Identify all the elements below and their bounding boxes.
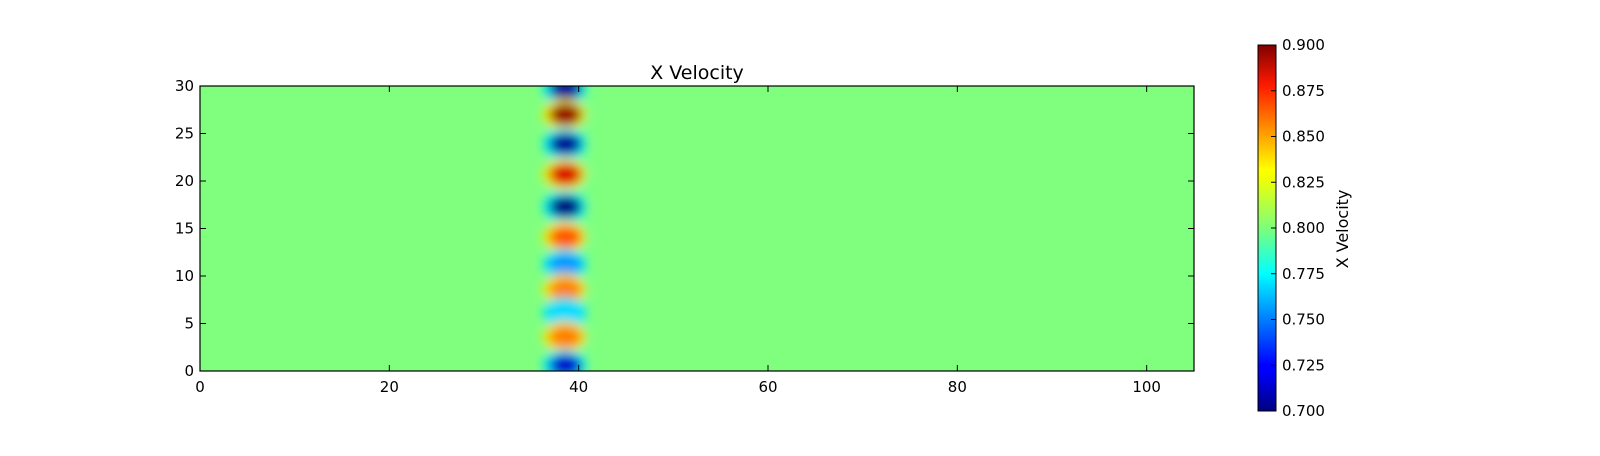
heatmap-cell bbox=[549, 103, 582, 126]
heatmap-cell bbox=[549, 163, 582, 186]
heatmap-cell bbox=[549, 86, 582, 100]
y-tick-label: 15 bbox=[175, 220, 194, 238]
heatmap-background bbox=[200, 86, 1194, 371]
heatmap-cell bbox=[549, 226, 582, 249]
y-tick-label: 5 bbox=[184, 315, 194, 333]
colorbar-label: X Velocity bbox=[1333, 190, 1352, 269]
colorbar-tick-label: 0.850 bbox=[1282, 128, 1325, 146]
heatmap-cell bbox=[549, 132, 582, 155]
heatmap-cell bbox=[549, 253, 582, 276]
plot-area: 0 20 40 60 80 100 0 5 10 15 20 25 30 bbox=[175, 77, 1195, 396]
y-tick-label: 20 bbox=[175, 172, 194, 190]
colorbar-tick-label: 0.875 bbox=[1282, 82, 1325, 100]
colorbar-tick-label: 0.750 bbox=[1282, 311, 1325, 329]
colorbar: 0.700 0.725 0.750 0.775 0.800 0.825 0.850 0.875… bbox=[1257, 36, 1352, 420]
x-tick-label: 20 bbox=[380, 378, 399, 396]
y-tick-label: 30 bbox=[175, 77, 194, 95]
y-tick-label: 25 bbox=[175, 125, 194, 143]
colorbar-tick-label: 0.775 bbox=[1282, 265, 1325, 283]
colorbar-tick-label: 0.725 bbox=[1282, 356, 1325, 374]
y-tick-label: 0 bbox=[184, 362, 194, 380]
x-tick-label: 0 bbox=[195, 378, 205, 396]
colorbar-tick-label: 0.825 bbox=[1282, 173, 1325, 191]
heatmap-cell bbox=[549, 325, 582, 348]
x-tick-label: 60 bbox=[758, 378, 777, 396]
heatmap-cell bbox=[549, 195, 582, 218]
x-tick-label: 40 bbox=[569, 378, 588, 396]
x-tick-label: 100 bbox=[1132, 378, 1161, 396]
heatmap-cell bbox=[549, 302, 582, 325]
colorbar-tick-label: 0.700 bbox=[1282, 402, 1325, 420]
heatmap-cell bbox=[549, 278, 582, 301]
colorbar-tick-label: 0.800 bbox=[1282, 219, 1325, 237]
x-tick-label: 80 bbox=[948, 378, 967, 396]
heatmap-cell bbox=[549, 354, 582, 371]
chart-title: X Velocity bbox=[650, 62, 744, 84]
colorbar-tick-label: 0.900 bbox=[1282, 36, 1325, 54]
y-tick-label: 10 bbox=[175, 267, 194, 285]
